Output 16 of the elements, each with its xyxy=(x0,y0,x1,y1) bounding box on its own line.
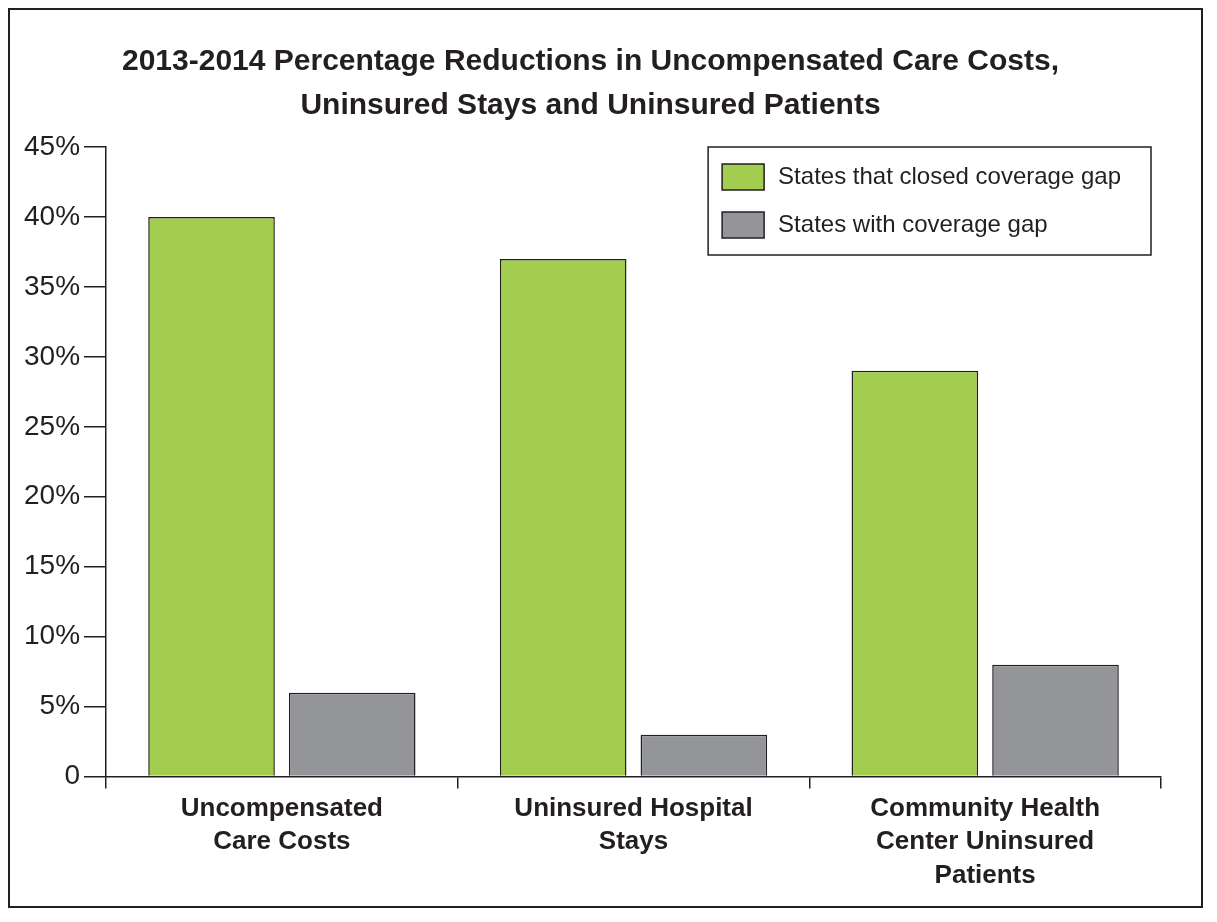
y-tick-label: 0 xyxy=(64,759,81,791)
y-tick-label: 35% xyxy=(23,269,81,301)
y-tick-label: 45% xyxy=(23,129,81,161)
y-tick-label: 30% xyxy=(23,339,81,371)
x-tick-label: Uncompensated Care Costs xyxy=(180,791,383,856)
x-tick-label: Uninsured Hospital Stays xyxy=(514,791,753,856)
y-tick-label: 40% xyxy=(23,199,81,231)
y-tick-label: 20% xyxy=(23,479,81,511)
legend-label: States with coverage gap xyxy=(778,209,1048,237)
y-tick-label: 5% xyxy=(39,689,81,721)
chart-title: 2013-2014 Percentage Reductions in Uncompensated Care Costs, Uninsured Stays and Uninsured Patients xyxy=(121,43,1060,120)
y-tick-label: 15% xyxy=(23,549,81,581)
y-tick-label: 10% xyxy=(23,619,81,651)
legend-label: States that closed coverage gap xyxy=(778,161,1121,189)
y-tick-label: 25% xyxy=(23,409,81,441)
x-tick-label: Community Health Center Uninsured Patients xyxy=(870,791,1101,890)
